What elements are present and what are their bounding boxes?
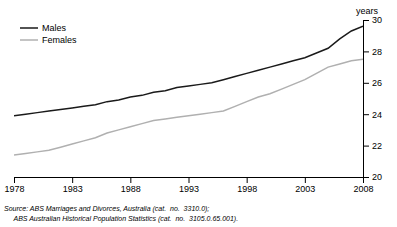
x-tick-label: 2003 <box>295 184 315 194</box>
y-axis-label: years <box>356 6 379 16</box>
y-tick-label: 20 <box>372 172 382 182</box>
x-tick-label: 2008 <box>353 184 373 194</box>
x-tick-label: 1998 <box>237 184 257 194</box>
x-tick-mark <box>72 177 73 183</box>
x-tick: 1983 <box>63 177 83 194</box>
x-tick-mark <box>305 177 306 183</box>
x-tick: 1998 <box>237 177 257 194</box>
y-tick: 22 <box>363 141 382 151</box>
y-tick: 26 <box>363 78 382 88</box>
y-tick: 24 <box>363 110 382 120</box>
plot: 1978 1983 1988 1993 1998 2003 2008 20 22 24 26 28 30… <box>4 6 382 194</box>
y-tick-label: 26 <box>372 78 382 88</box>
source-note: Source: ABS Marriages and Divorces, Aust… <box>4 205 209 213</box>
legend: Males Females <box>20 23 77 45</box>
y-tick-label: 24 <box>372 110 382 120</box>
x-tick-mark <box>247 177 248 183</box>
y-tick: 20 <box>363 172 382 182</box>
source-note: ABS Australian Historical Population Sta… <box>4 215 238 223</box>
x-axis: 1978 1983 1988 1993 1998 2003 2008 <box>4 177 373 194</box>
y-tick-mark <box>363 146 369 147</box>
y-axis-line <box>364 21 370 178</box>
legend-label: Females <box>42 35 77 45</box>
y-tick: 30 <box>363 15 382 25</box>
x-tick-mark <box>14 177 15 183</box>
legend-swatch <box>20 27 38 29</box>
y-tick-mark <box>363 51 369 52</box>
y-tick-label: 22 <box>372 141 382 151</box>
series-line <box>14 26 363 115</box>
series-line <box>14 59 363 155</box>
x-tick-mark <box>189 177 190 183</box>
x-tick-label: 1993 <box>179 184 199 194</box>
y-tick-mark <box>363 83 369 84</box>
y-tick: 28 <box>363 47 382 57</box>
x-tick: 1978 <box>4 177 24 194</box>
y-tick-label: 30 <box>372 15 382 25</box>
x-tick-label: 1983 <box>63 184 83 194</box>
legend-swatch <box>20 39 38 41</box>
x-axis-line <box>15 178 364 184</box>
x-tick: 2003 <box>295 177 315 194</box>
x-tick-label: 1978 <box>4 184 24 194</box>
y-tick-label: 28 <box>372 47 382 57</box>
legend-label: Males <box>42 23 67 33</box>
y-tick-mark <box>363 177 369 178</box>
x-tick: 1988 <box>121 177 141 194</box>
lines <box>14 26 363 155</box>
x-tick: 2008 <box>353 177 373 194</box>
chart: 1978 1983 1988 1993 1998 2003 2008 20 22 24 26 28 30… <box>0 0 397 227</box>
x-tick: 1993 <box>179 177 199 194</box>
y-tick-mark <box>363 20 369 21</box>
x-tick-mark <box>130 177 131 183</box>
x-tick-label: 1988 <box>121 184 141 194</box>
y-tick-mark <box>363 114 369 115</box>
y-axis: 20 22 24 26 28 30 <box>363 15 382 182</box>
